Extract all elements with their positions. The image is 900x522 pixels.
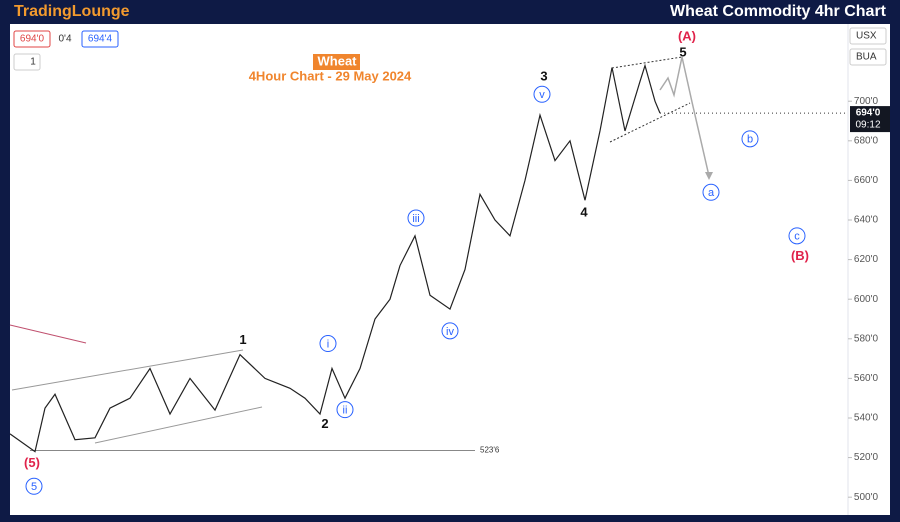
wave-circle (702, 183, 720, 201)
spread: 0'4 (58, 34, 71, 45)
wave-circle (319, 335, 337, 353)
unit-box[interactable] (849, 48, 887, 66)
y-tick-label: 540'0 (854, 413, 879, 424)
arrow-head (705, 172, 713, 180)
header-title: Wheat Commodity 4hr Chart (670, 3, 887, 20)
toolbar: 694'0 0'4 694'4 1 USX BUA (13, 27, 887, 71)
y-tick-label: 560'0 (854, 373, 879, 384)
last-price-label: 694'0 (856, 108, 881, 119)
projection (659, 56, 710, 177)
wave-label: i (327, 338, 329, 350)
plot-area (10, 24, 890, 515)
wave-circle (741, 130, 759, 148)
title-box (313, 54, 360, 70)
wave-label: c (794, 231, 800, 243)
wave-label: 4 (580, 205, 588, 220)
wave-label: ii (343, 405, 348, 417)
channel-line (11, 349, 244, 391)
y-tick-label: 520'0 (854, 452, 879, 463)
wave-circle (336, 401, 354, 419)
wedge-line (609, 102, 691, 143)
y-tick-label: 680'0 (854, 135, 879, 146)
wave-label: 1 (239, 332, 246, 347)
last-price-tag (850, 106, 890, 133)
price-line (9, 63, 661, 453)
wave-label: (B) (791, 248, 809, 263)
ask-box[interactable] (81, 30, 119, 48)
y-tick-label: 580'0 (854, 333, 879, 344)
wave-label: 2 (321, 416, 328, 431)
wave-label: (A) (678, 28, 696, 43)
wave-label: v (539, 89, 545, 101)
currency: USX (856, 31, 877, 42)
y-tick-label: 620'0 (854, 254, 879, 265)
currency-box[interactable] (849, 27, 887, 45)
wave-label: 5 (679, 45, 686, 60)
y-tick-label: 600'0 (854, 294, 879, 305)
bid-box[interactable] (13, 30, 51, 48)
level-label: 523'6 (480, 446, 500, 455)
last-time: 09:12 (855, 120, 880, 131)
wave-label: b (747, 134, 753, 146)
wave-label: (5) (24, 455, 40, 470)
wave-label: a (708, 187, 715, 199)
wave-label: iii (412, 213, 419, 225)
ask: 694'4 (88, 34, 113, 45)
wave-circle (407, 209, 425, 227)
drawings (9, 56, 713, 444)
y-tick-label: 700'0 (854, 96, 879, 107)
chart-subtitle: 4Hour Chart - 29 May 2024 (249, 68, 412, 83)
interval: 1 (30, 57, 36, 68)
wave-label: iv (446, 326, 454, 338)
wave-circle (25, 477, 43, 495)
wave-circle (533, 85, 551, 103)
chart-title: Wheat (318, 53, 358, 68)
interval-box[interactable] (13, 53, 41, 71)
wave-label: 5 (31, 481, 37, 493)
trendline (9, 324, 87, 344)
wave-circle (788, 227, 806, 245)
y-tick-label: 500'0 (854, 492, 879, 503)
y-tick-label: 640'0 (854, 215, 879, 226)
wave-label: 3 (540, 69, 547, 84)
unit: BUA (856, 52, 877, 63)
logo: TradingLounge (14, 3, 130, 20)
y-tick-label: 660'0 (854, 175, 879, 186)
wave-circle (441, 322, 459, 340)
channel-line (94, 406, 263, 444)
bid: 694'0 (20, 34, 45, 45)
